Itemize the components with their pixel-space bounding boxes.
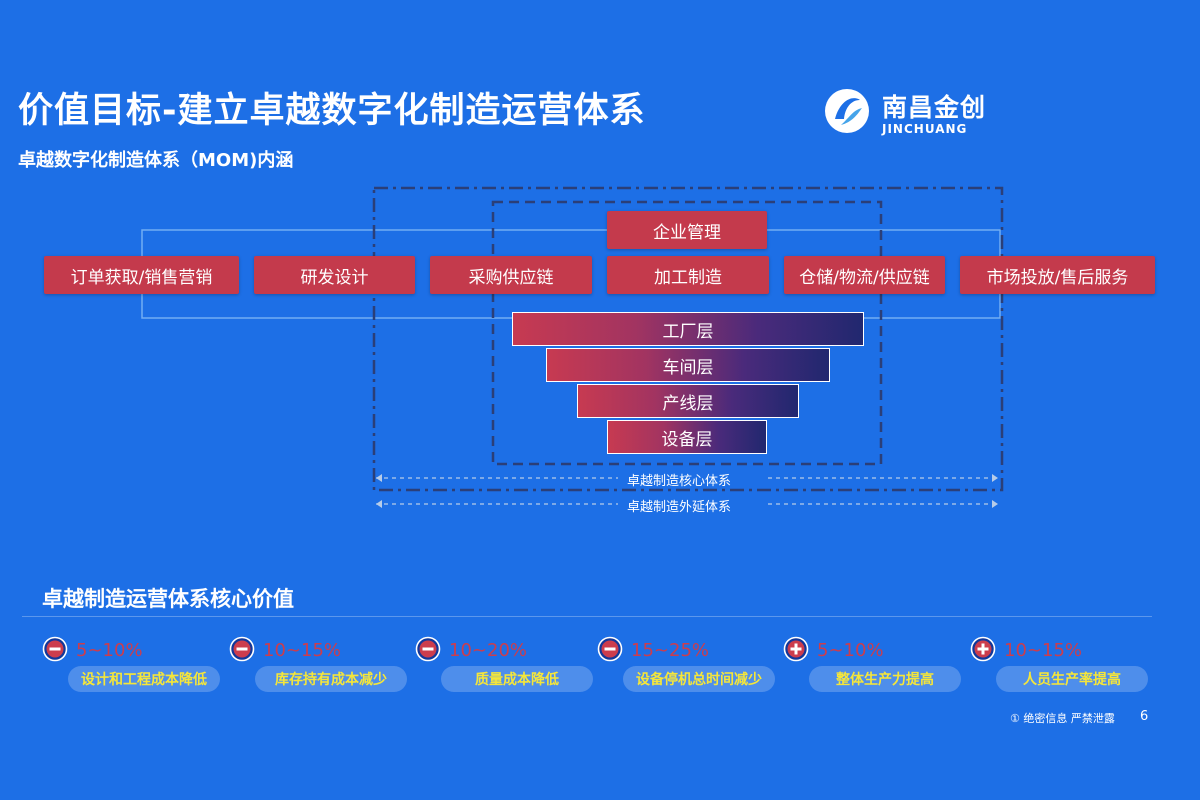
value-item: 10~20% 质量成本降低 [415, 634, 595, 694]
process-step-5: 仓储/物流/供应链 [784, 256, 945, 294]
page-subtitle: 卓越数字化制造体系（MOM)内涵 [18, 150, 294, 171]
layer-equipment: 设备层 [607, 420, 767, 454]
page-number: 6 [1140, 709, 1149, 724]
extended-system-label: 卓越制造外延体系 [627, 500, 732, 515]
page-title: 价值目标-建立卓越数字化制造运营体系 [18, 91, 646, 131]
layer-production-line: 产线层 [577, 384, 799, 418]
value-label: 人员生产率提高 [996, 666, 1148, 692]
company-logo: 南昌金创 JINCHUANG [822, 84, 1002, 144]
value-percent: 10~15% [263, 640, 341, 661]
section-divider [22, 616, 1152, 617]
value-item: 15~25% 设备停机总时间减少 [597, 634, 777, 694]
value-percent: 5~10% [76, 640, 143, 661]
process-top-box: 企业管理 [607, 211, 767, 249]
value-percent: 5~10% [817, 640, 884, 661]
value-percent: 15~25% [631, 640, 709, 661]
process-step-1: 订单获取/销售营销 [44, 256, 239, 294]
minus-icon [415, 636, 441, 662]
confidential-note: ① 绝密信息 严禁泄露 [1010, 712, 1115, 725]
core-value-title: 卓越制造运营体系核心价值 [42, 587, 294, 611]
value-percent: 10~15% [1004, 640, 1082, 661]
value-item: 10~15% 人员生产率提高 [970, 634, 1150, 694]
value-label: 整体生产力提高 [809, 666, 961, 692]
minus-icon [229, 636, 255, 662]
process-step-3: 采购供应链 [430, 256, 592, 294]
value-label: 设计和工程成本降低 [68, 666, 220, 692]
logo-name-cn: 南昌金创 [882, 93, 987, 122]
value-label: 质量成本降低 [441, 666, 593, 692]
value-percent: 10~20% [449, 640, 527, 661]
process-step-6: 市场投放/售后服务 [960, 256, 1155, 294]
process-step-4: 加工制造 [607, 256, 769, 294]
plus-icon [970, 636, 996, 662]
value-label: 库存持有成本减少 [255, 666, 407, 692]
jinchuang-logo-mark-icon [825, 89, 869, 133]
plus-icon [783, 636, 809, 662]
minus-icon [597, 636, 623, 662]
minus-icon [42, 636, 68, 662]
value-item: 5~10% 整体生产力提高 [783, 634, 963, 694]
value-item: 5~10% 设计和工程成本降低 [42, 634, 222, 694]
value-label: 设备停机总时间减少 [623, 666, 775, 692]
core-system-label: 卓越制造核心体系 [627, 474, 732, 489]
layer-factory: 工厂层 [512, 312, 864, 346]
logo-name-en: JINCHUANG [882, 122, 968, 136]
process-step-2: 研发设计 [254, 256, 415, 294]
value-item: 10~15% 库存持有成本减少 [229, 634, 409, 694]
layer-workshop: 车间层 [546, 348, 830, 382]
